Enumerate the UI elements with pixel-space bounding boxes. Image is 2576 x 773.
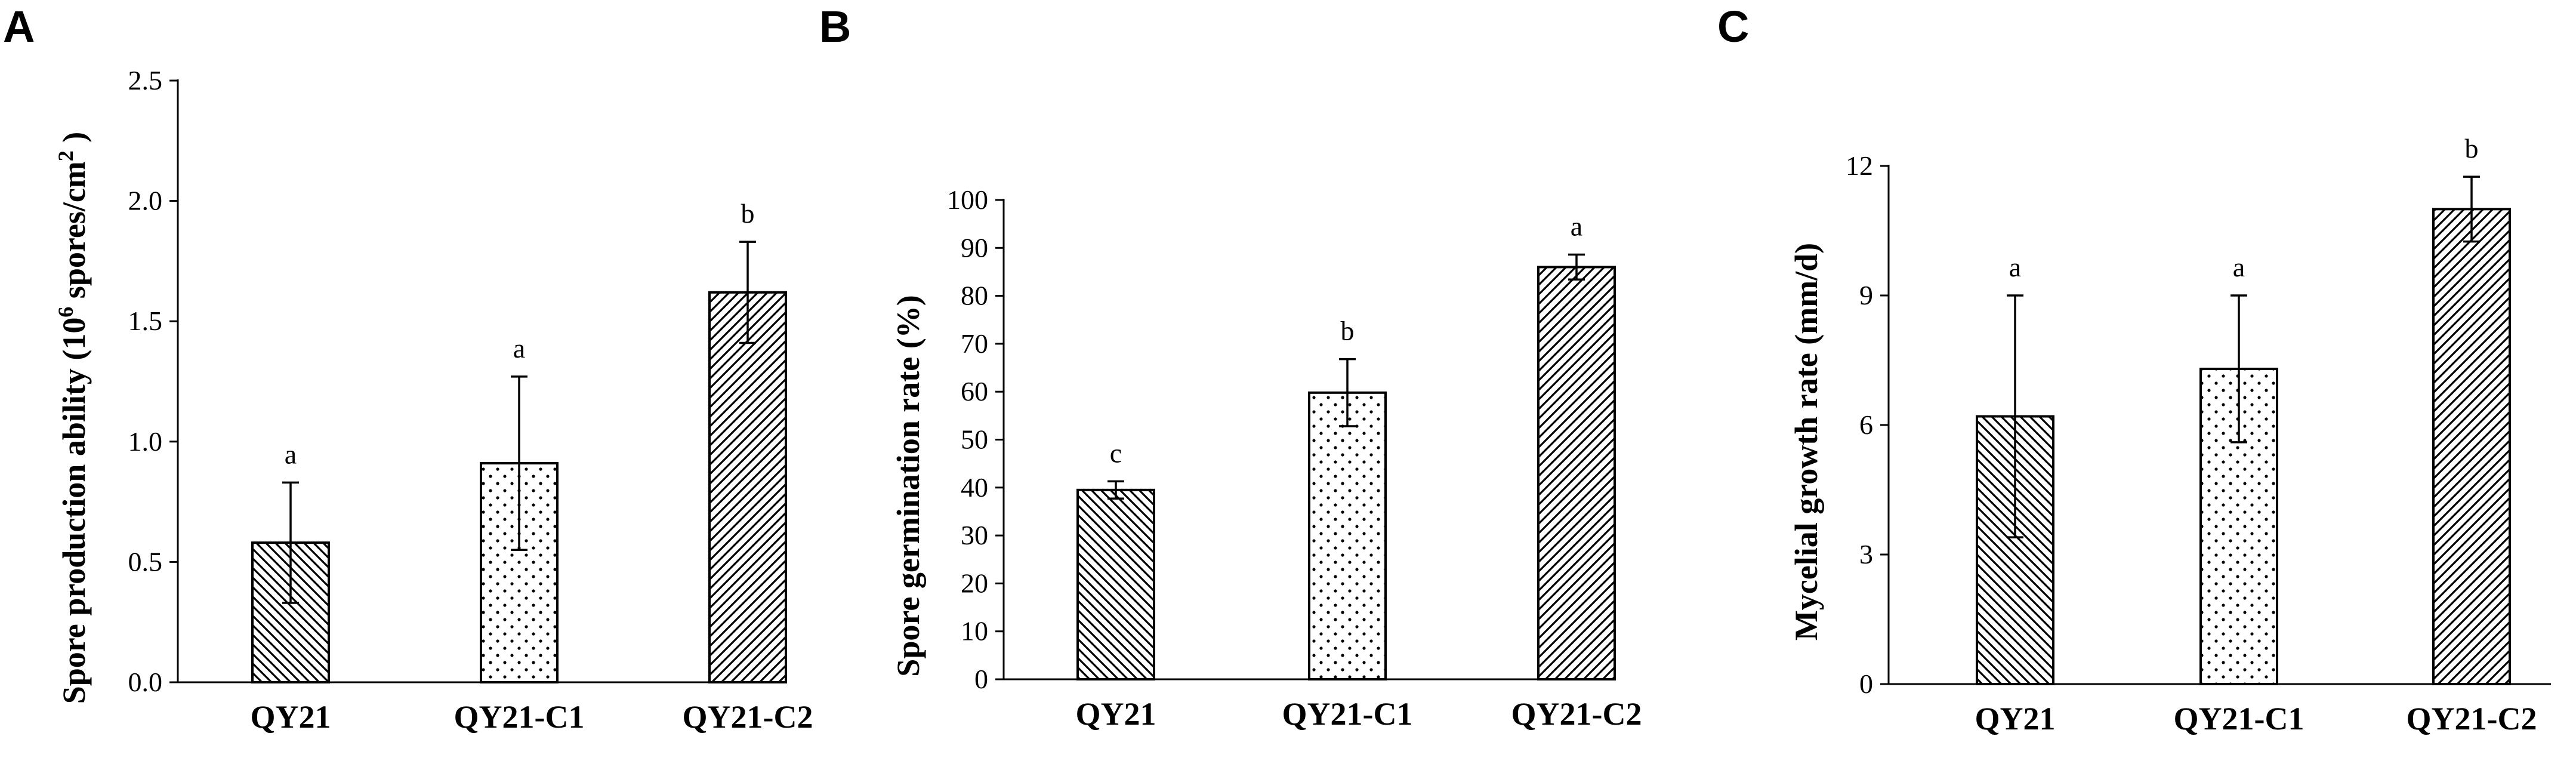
significance-letter: b [741, 198, 755, 229]
significance-letter: a [1571, 211, 1582, 242]
significance-letter: c [1110, 438, 1122, 468]
y-tick-label: 50 [961, 424, 988, 455]
bar-qy21-c2 [2432, 208, 2511, 686]
y-tick-label: 1.5 [128, 306, 163, 336]
error-bar [2007, 294, 2023, 538]
x-tick-label: QY21 [1076, 696, 1156, 732]
panel-label: A [3, 2, 35, 51]
x-tick-label: QY21-C2 [683, 699, 813, 735]
panel-c: C Mycelial growth rate (mm/d) 0 3 6 9 12 a QY2… [1717, 2, 2551, 737]
panel-label: B [819, 2, 851, 51]
x-tick-label: QY21-C2 [2407, 701, 2537, 737]
y-tick-label: 10 [961, 616, 988, 646]
y-tick-label: 2.0 [128, 186, 163, 216]
significance-letter: b [1341, 316, 1355, 346]
y-tick-label: 0 [1859, 669, 1873, 699]
y-tick-label: 12 [1846, 150, 1873, 181]
error-bar [282, 481, 299, 604]
y-tick-label: 0.5 [128, 546, 163, 577]
x-tick-label: QY21 [1975, 701, 2056, 737]
error-bar [1339, 358, 1356, 427]
y-tick-label: 6 [1859, 409, 1873, 440]
y-tick-label: 3 [1859, 539, 1873, 569]
panel-b: B Spore germination rate (%) 0 10 20 30 40 50… [819, 2, 1642, 732]
significance-letter: a [513, 333, 525, 364]
y-axis-title: Mycelial growth rate (mm/d) [1788, 243, 1824, 640]
y-axis-title: Spore germination rate (%) [890, 295, 926, 676]
significance-letter: b [2465, 133, 2479, 164]
bar-qy21 [1076, 488, 1155, 680]
error-bar [2231, 294, 2247, 444]
error-bar [739, 241, 756, 344]
y-tick-label: 0 [974, 664, 988, 694]
x-tick-label: QY21-C2 [1511, 696, 1642, 732]
y-tick-label: 100 [947, 184, 988, 215]
significance-letter: a [285, 439, 297, 469]
y-tick-label: 1.0 [128, 426, 163, 457]
x-tick-label: QY21-C1 [454, 699, 585, 735]
x-tick-label: QY21-C1 [1282, 696, 1413, 732]
y-tick-label: 90 [961, 232, 988, 263]
y-tick-label: 70 [961, 328, 988, 359]
panel-a: A Spore production ability (106 spores/c… [3, 2, 813, 735]
y-axis-title: Spore production ability (106 spores/cm2… [54, 132, 92, 704]
y-tick-label: 40 [961, 472, 988, 503]
panel-label: C [1717, 2, 1749, 51]
y-tick-label: 0.0 [128, 667, 163, 697]
error-bar [511, 375, 527, 551]
y-tick-label: 2.5 [128, 65, 163, 96]
bar-qy21-c2 [708, 291, 787, 684]
bar-qy21-c1 [1308, 391, 1387, 681]
significance-letter: a [2009, 252, 2021, 282]
x-tick-label: QY21-C1 [2174, 701, 2304, 737]
error-bar [1568, 253, 1585, 281]
significance-letter: a [2233, 252, 2245, 282]
bar-qy21-c2 [1537, 266, 1616, 681]
y-tick-label: 20 [961, 568, 988, 598]
error-bar [1107, 480, 1124, 500]
x-tick-label: QY21 [251, 699, 331, 735]
y-tick-label: 60 [961, 376, 988, 406]
y-tick-label: 30 [961, 520, 988, 550]
y-tick-label: 9 [1859, 280, 1873, 310]
y-tick-label: 80 [961, 281, 988, 311]
error-bar [2463, 175, 2480, 243]
